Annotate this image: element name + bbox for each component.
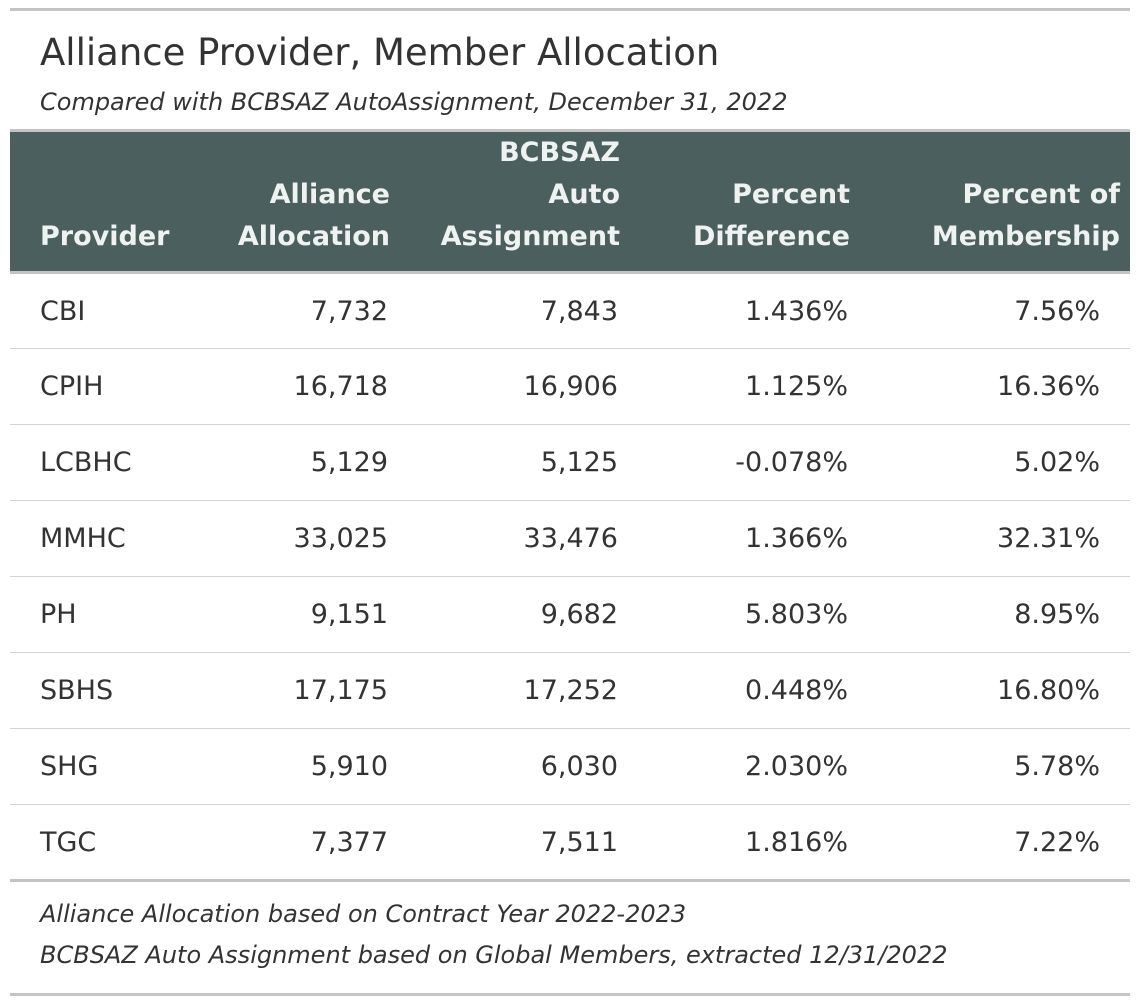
cell-percent-of-membership: 5.78% — [878, 728, 1130, 805]
column-header-line: Provider — [40, 221, 170, 252]
column-header-line: Assignment — [440, 221, 620, 252]
cell-provider: PH — [10, 576, 180, 653]
column-header-alliance-allocation: Alliance Allocation — [180, 132, 418, 273]
cell-provider: MMHC — [10, 500, 180, 577]
column-header-auto-assignment: BCBSAZ Auto Assignment — [418, 132, 648, 273]
column-header-line: Difference — [692, 221, 850, 252]
allocation-table: Provider Alliance Allocation BCBSAZ Auto… — [10, 132, 1130, 882]
header-rule — [10, 129, 1130, 132]
cell-alliance-allocation: 7,732 — [180, 272, 418, 349]
table-subtitle: Compared with BCBSAZ AutoAssignment, Dec… — [40, 88, 788, 116]
table-row: LCBHC 5,129 5,125 -0.078% 5.02% — [10, 424, 1130, 501]
cell-auto-assignment: 9,682 — [418, 576, 648, 653]
table-row: SBHS 17,175 17,252 0.448% 16.80% — [10, 652, 1130, 729]
column-header-percent-difference: Percent Difference — [648, 132, 878, 273]
column-header-line: Alliance — [269, 179, 390, 210]
column-header-line: Auto — [548, 179, 620, 210]
cell-provider: CBI — [10, 272, 180, 349]
cell-alliance-allocation: 5,910 — [180, 728, 418, 805]
cell-auto-assignment: 17,252 — [418, 652, 648, 729]
table-row: SHG 5,910 6,030 2.030% 5.78% — [10, 728, 1130, 805]
cell-auto-assignment: 16,906 — [418, 348, 648, 425]
cell-alliance-allocation: 33,025 — [180, 500, 418, 577]
cell-percent-difference: 1.366% — [648, 500, 878, 577]
footnote: Alliance Allocation based on Contract Ye… — [40, 900, 687, 928]
table-row: MMHC 33,025 33,476 1.366% 32.31% — [10, 500, 1130, 577]
column-header-line: Percent of — [962, 179, 1120, 210]
column-header-line: Percent — [732, 179, 850, 210]
cell-percent-difference: 2.030% — [648, 728, 878, 805]
top-rule — [10, 8, 1130, 11]
cell-alliance-allocation: 5,129 — [180, 424, 418, 501]
cell-percent-of-membership: 16.36% — [878, 348, 1130, 425]
cell-provider: CPIH — [10, 348, 180, 425]
table-row: PH 9,151 9,682 5.803% 8.95% — [10, 576, 1130, 653]
table-row: CPIH 16,718 16,906 1.125% 16.36% — [10, 348, 1130, 425]
cell-alliance-allocation: 16,718 — [180, 348, 418, 425]
table-title: Alliance Provider, Member Allocation — [40, 31, 720, 74]
table-row: CBI 7,732 7,843 1.436% 7.56% — [10, 272, 1130, 349]
cell-auto-assignment: 5,125 — [418, 424, 648, 501]
cell-percent-of-membership: 7.56% — [878, 272, 1130, 349]
table-card: Alliance Provider, Member Allocation Com… — [10, 8, 1130, 996]
cell-percent-of-membership: 32.31% — [878, 500, 1130, 577]
cell-percent-difference: 1.816% — [648, 804, 878, 882]
cell-percent-of-membership: 5.02% — [878, 424, 1130, 501]
cell-percent-difference: 1.125% — [648, 348, 878, 425]
cell-percent-difference: 5.803% — [648, 576, 878, 653]
cell-percent-difference: 1.436% — [648, 272, 878, 349]
cell-percent-of-membership: 16.80% — [878, 652, 1130, 729]
footnotes: Alliance Allocation based on Contract Ye… — [10, 882, 1130, 976]
cell-percent-difference: -0.078% — [648, 424, 878, 501]
header-row: Provider Alliance Allocation BCBSAZ Auto… — [10, 132, 1130, 273]
cell-auto-assignment: 7,843 — [418, 272, 648, 349]
cell-auto-assignment: 6,030 — [418, 728, 648, 805]
cell-provider: SBHS — [10, 652, 180, 729]
column-header-provider: Provider — [10, 132, 180, 273]
cell-percent-of-membership: 8.95% — [878, 576, 1130, 653]
cell-alliance-allocation: 7,377 — [180, 804, 418, 882]
table-body: CBI 7,732 7,843 1.436% 7.56% CPIH 16,718… — [10, 272, 1130, 882]
bottom-rule — [10, 993, 1130, 996]
column-header-line: Allocation — [237, 221, 390, 252]
column-header-percent-of-membership: Percent of Membership — [878, 132, 1130, 273]
cell-alliance-allocation: 17,175 — [180, 652, 418, 729]
column-header-line: Membership — [931, 221, 1120, 252]
cell-auto-assignment: 33,476 — [418, 500, 648, 577]
cell-percent-difference: 0.448% — [648, 652, 878, 729]
table-header: Provider Alliance Allocation BCBSAZ Auto… — [10, 132, 1130, 273]
table-row: TGC 7,377 7,511 1.816% 7.22% — [10, 804, 1130, 882]
cell-provider: SHG — [10, 728, 180, 805]
footnote: BCBSAZ Auto Assignment based on Global M… — [40, 941, 948, 969]
column-header-line: BCBSAZ — [499, 137, 620, 168]
cell-alliance-allocation: 9,151 — [180, 576, 418, 653]
cell-provider: TGC — [10, 804, 180, 882]
cell-percent-of-membership: 7.22% — [878, 804, 1130, 882]
cell-auto-assignment: 7,511 — [418, 804, 648, 882]
cell-provider: LCBHC — [10, 424, 180, 501]
